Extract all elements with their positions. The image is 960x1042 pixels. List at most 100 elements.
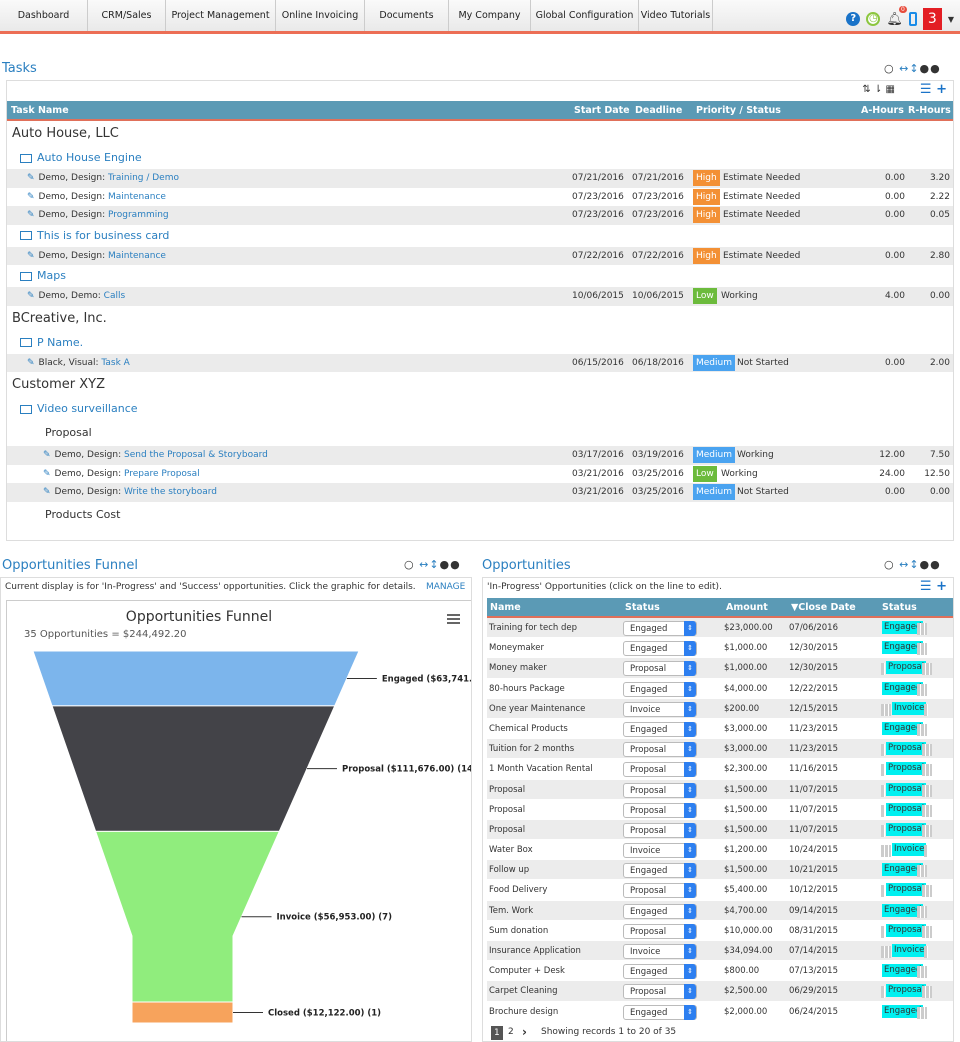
status-select[interactable]: Invoice ⇕ [623,701,697,717]
task-row[interactable]: ✎ Demo, Design: Maintenance 07/22/2016 07/2… [7,246,953,265]
opp-row[interactable]: Tem. Work Engaged ⇕ $4,700.00 09/14/2015 Enga… [487,900,953,921]
status-select[interactable]: Engaged ⇕ [623,863,697,879]
status-select[interactable]: Proposal ⇕ [623,923,697,939]
nav-item[interactable]: Global Configuration [531,0,639,31]
list-add-icons[interactable]: ☰ + [919,82,947,97]
collapse-icon[interactable]: ●● [919,62,941,75]
task-row[interactable]: ✎ Demo, Demo: Calls 10/06/2015 10/06/2015 Lo… [7,287,953,306]
task-link[interactable]: Maintenance [107,250,166,261]
opp-row[interactable]: Proposal Proposal ⇕ $1,500.00 11/07/2015 Prop… [487,779,953,800]
opp-row[interactable]: Brochure design Engaged ⇕ $2,000.00 06/24/20… [487,1002,953,1022]
col-priority-status[interactable]: Priority / Status [696,105,781,116]
status-select[interactable]: Proposal ⇕ [623,742,697,758]
status-select[interactable]: Proposal ⇕ [623,883,697,899]
manage-link[interactable]: MANAGE [426,582,466,592]
col-task-name[interactable]: Task Name [11,105,69,116]
pencil-icon[interactable]: ✎ [27,357,35,368]
status-select[interactable]: Engaged ⇕ [623,681,697,697]
col-deadline[interactable]: Deadline [635,105,683,116]
chevron-down-icon[interactable]: ▼ [947,14,954,24]
collapse-icon[interactable]: ●● [919,558,941,571]
task-link[interactable]: Maintenance [107,191,166,202]
col-start-date[interactable]: Start Date [574,105,630,116]
mobile-icon[interactable] [908,12,917,26]
list-add-icons[interactable]: ☰ + [919,579,947,594]
task-link[interactable]: Write the storyboard [123,487,217,497]
nav-item[interactable]: Video Tutorials [639,0,713,31]
pencil-icon[interactable]: ✎ [43,450,51,460]
opp-row[interactable]: Moneymaker Engaged ⇕ $1,000.00 12/30/2015 Eng… [487,638,953,659]
task-row[interactable]: ✎ Demo, Design: Maintenance 07/23/2016 07/2… [7,188,953,207]
collapse-icon[interactable]: ●● [439,558,461,571]
opp-row[interactable]: Computer + Desk Engaged ⇕ $800.00 07/13/2015… [487,961,953,982]
nav-item[interactable]: Project Management [166,0,276,31]
funnel-chart[interactable]: Opportunities Funnel 35 Opportunities = … [1,578,472,1042]
opp-row[interactable]: 1 Month Vacation Rental Proposal ⇕ $2,300.0… [487,759,953,780]
status-select[interactable]: Invoice ⇕ [623,843,697,859]
status-select[interactable]: Engaged ⇕ [623,903,697,919]
task-link[interactable]: Send the Proposal & Storyboard [123,450,268,460]
opp-row[interactable]: Food Delivery Proposal ⇕ $5,400.00 10/12/201… [487,880,953,901]
resize-icon[interactable]: ↔↕ [899,62,920,75]
status-select[interactable]: Proposal ⇕ [623,984,697,1000]
pencil-icon[interactable]: ✎ [27,173,35,183]
col-amount[interactable]: Amount [726,602,768,613]
task-link[interactable]: Calls [103,291,126,301]
status-select[interactable]: Engaged ⇕ [623,641,697,657]
col-a-hours[interactable]: A-Hours [861,105,904,116]
opp-row[interactable]: Proposal Proposal ⇕ $1,500.00 11/07/2015 Prop… [487,800,953,820]
task-row[interactable]: ✎ Demo, Design: Send the Proposal & Story… [7,446,953,465]
opp-row[interactable]: 80-hours Package Engaged ⇕ $4,000.00 12/22/2… [487,679,953,699]
pencil-icon[interactable]: ✎ [43,487,51,497]
status-select[interactable]: Engaged ⇕ [623,621,697,636]
nav-item[interactable]: Dashboard [0,0,88,31]
project-link[interactable]: Video surveillance [7,398,953,420]
funnel-segment-closed[interactable] [131,1001,234,1024]
task-link[interactable]: Task A [101,357,130,368]
resize-icon[interactable]: ↔↕ [419,558,440,571]
col-r-hours[interactable]: R-Hours [908,105,951,116]
page-2[interactable]: 2 [508,1026,514,1037]
task-link[interactable]: Programming [107,210,169,220]
opp-row[interactable]: Chemical Products Engaged ⇕ $3,000.00 11/23/… [487,719,953,740]
task-row[interactable]: ✎ Demo, Design: Write the storyboard 03/21… [7,483,953,502]
task-row[interactable]: ✎ Black, Visual: Task A 06/15/2016 06/18/20… [7,353,953,372]
col-name[interactable]: Name [490,602,521,613]
status-select[interactable]: Proposal ⇕ [623,802,697,818]
task-link[interactable]: Training / Demo [107,173,179,183]
project-link[interactable]: P Name. [7,332,953,354]
comment-icon[interactable]: ○ [404,558,415,571]
status-select[interactable]: Engaged ⇕ [623,1004,697,1020]
pencil-icon[interactable]: ✎ [43,468,51,479]
bell-icon[interactable]: 🔔︎ 0 [886,5,907,27]
next-page-icon[interactable]: › [522,1024,527,1039]
help-icon[interactable]: ? [846,12,861,26]
clock-icon[interactable]: ◷ [866,12,881,26]
task-row[interactable]: ✎ Demo, Design: Programming 07/23/2016 07/2… [7,206,953,225]
task-link[interactable]: Prepare Proposal [123,468,200,479]
chart-menu-icon[interactable] [447,614,460,624]
nav-item[interactable]: Online Invoicing [276,0,365,31]
project-link[interactable]: Maps [7,265,953,287]
pencil-icon[interactable]: ✎ [27,250,35,261]
status-select[interactable]: Engaged ⇕ [623,721,697,737]
opp-row[interactable]: Insurance Application Invoice ⇕ $34,094.00 0… [487,941,953,962]
resize-icon[interactable]: ↔↕ [899,558,920,571]
opp-row[interactable]: Tuition for 2 months Proposal ⇕ $3,000.00 11… [487,739,953,760]
nav-item[interactable]: My Company [449,0,531,31]
status-select[interactable]: Proposal ⇕ [623,762,697,778]
project-link[interactable]: This is for business card [7,225,953,247]
funnel-segment-engaged[interactable] [32,650,360,707]
opp-row[interactable]: One year Maintenance Invoice ⇕ $200.00 12/15… [487,698,953,719]
opp-row[interactable]: Carpet Cleaning Proposal ⇕ $2,500.00 06/29/2… [487,981,953,1002]
page-1[interactable]: 1 [491,1025,503,1040]
project-link[interactable]: Auto House Engine [7,147,953,169]
opp-row[interactable]: Money maker Proposal ⇕ $1,000.00 12/30/2015 P… [487,658,953,679]
task-row[interactable]: ✎ Demo, Design: Prepare Proposal 03/21/201… [7,465,953,484]
opp-row[interactable]: Training for tech dep Engaged ⇕ $23,000.00 0… [487,618,953,639]
nav-item[interactable]: Documents [365,0,449,31]
status-select[interactable]: Proposal ⇕ [623,661,697,677]
col-status-bar[interactable]: Status [882,602,917,613]
pencil-icon[interactable]: ✎ [27,191,35,202]
comment-icon[interactable]: ○ [884,558,895,571]
